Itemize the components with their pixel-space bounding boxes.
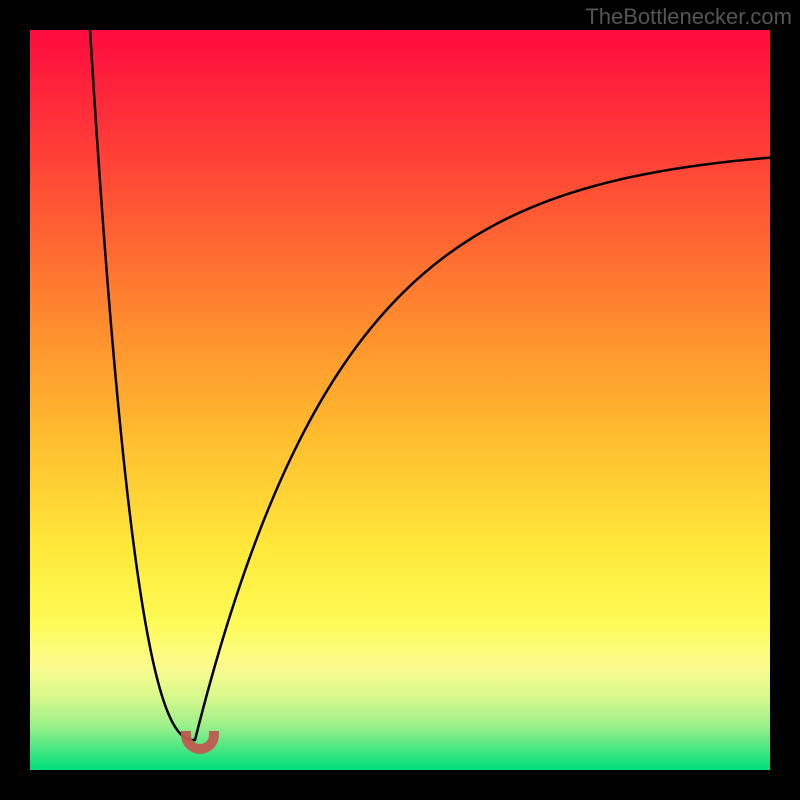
gradient-background [30, 30, 770, 770]
bottleneck-chart [0, 0, 800, 800]
chart-container: TheBottlenecker.com [0, 0, 800, 800]
